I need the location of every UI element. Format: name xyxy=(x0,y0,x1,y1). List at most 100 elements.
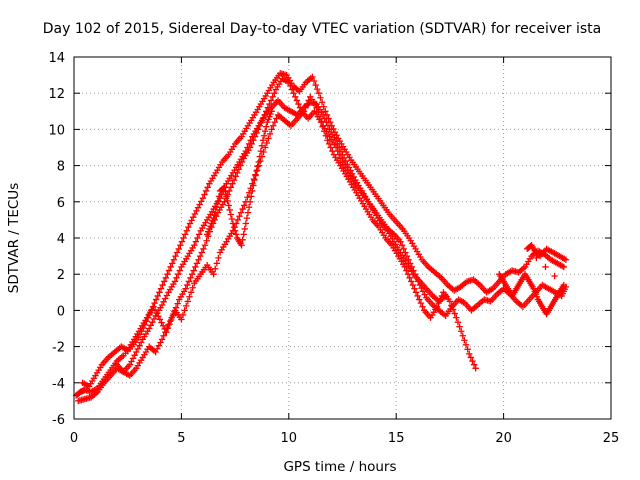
data-point xyxy=(400,245,407,253)
x-axis-label: GPS time / hours xyxy=(283,459,396,475)
data-point xyxy=(309,73,316,81)
data-point xyxy=(223,193,230,200)
data-point xyxy=(161,278,168,285)
data-point xyxy=(174,271,182,278)
data-point xyxy=(266,100,273,108)
series-track-a xyxy=(72,70,567,399)
data-point xyxy=(295,100,302,108)
data-point xyxy=(414,292,421,300)
data-point xyxy=(248,140,255,148)
data-point xyxy=(160,332,167,339)
data-point xyxy=(290,90,297,97)
data-point xyxy=(446,298,454,305)
data-point xyxy=(470,361,478,368)
data-point xyxy=(264,104,272,111)
data-point xyxy=(321,115,328,122)
data-point xyxy=(169,260,176,267)
data-point xyxy=(316,113,324,120)
data-point xyxy=(199,194,207,202)
data-point xyxy=(256,153,264,160)
data-point xyxy=(404,271,412,278)
y-axis-label: SDTVAR / TECUs xyxy=(6,183,22,293)
y-tick-label: 0 xyxy=(57,304,65,319)
data-point xyxy=(332,137,340,144)
data-point xyxy=(187,274,194,282)
data-point xyxy=(190,267,197,274)
data-point xyxy=(244,209,252,216)
data-point xyxy=(263,123,270,130)
y-tick-label: 8 xyxy=(57,160,65,175)
data-point xyxy=(269,93,276,101)
data-point xyxy=(241,225,248,233)
data-point xyxy=(228,215,236,223)
data-point xyxy=(334,140,341,148)
plot-frame xyxy=(73,56,612,420)
data-point xyxy=(167,263,174,271)
data-point xyxy=(213,204,221,211)
data-point xyxy=(261,111,268,119)
y-tick-label: 10 xyxy=(48,123,65,138)
data-point xyxy=(187,289,195,296)
data-point xyxy=(201,242,209,249)
data-point xyxy=(312,81,319,89)
data-point xyxy=(213,260,221,267)
data-point xyxy=(433,303,441,310)
data-point xyxy=(323,118,330,126)
data-point xyxy=(453,314,460,321)
data-point xyxy=(317,94,324,101)
data-point xyxy=(405,256,412,263)
data-point xyxy=(398,242,406,249)
y-tick-label: 12 xyxy=(48,87,65,102)
data-point xyxy=(231,227,239,234)
data-point xyxy=(336,151,343,158)
data-point xyxy=(210,271,217,278)
data-point xyxy=(183,302,190,310)
data-point xyxy=(258,142,266,149)
data-point xyxy=(198,249,206,256)
data-point xyxy=(163,325,171,332)
data-point xyxy=(170,256,178,263)
data-point xyxy=(227,211,235,218)
data-point xyxy=(462,341,470,348)
data-point xyxy=(164,271,171,278)
data-point xyxy=(222,188,229,196)
data-point xyxy=(226,206,233,214)
data-point xyxy=(221,184,228,191)
data-point xyxy=(180,234,187,242)
data-point xyxy=(220,185,227,192)
data-point xyxy=(562,256,570,263)
data-point xyxy=(195,231,203,238)
series-track-d xyxy=(113,93,449,379)
data-point xyxy=(318,118,325,125)
series-track-f xyxy=(496,242,570,318)
data-point xyxy=(186,293,193,301)
data-point xyxy=(184,281,191,289)
y-tick-label: -4 xyxy=(52,377,65,392)
data-point xyxy=(560,281,567,289)
data-point xyxy=(212,265,219,272)
data-point xyxy=(310,77,318,85)
data-point xyxy=(273,115,280,122)
x-tick-label: 20 xyxy=(495,431,512,446)
data-point xyxy=(322,108,329,115)
data-point xyxy=(165,267,173,274)
data-point xyxy=(173,249,181,256)
data-point xyxy=(258,118,265,126)
data-point xyxy=(302,104,309,111)
data-point xyxy=(242,220,250,227)
data-point xyxy=(315,90,323,97)
data-point xyxy=(412,289,420,296)
data-point xyxy=(239,205,246,213)
data-point xyxy=(253,167,260,175)
data-point xyxy=(175,245,182,253)
data-point xyxy=(449,306,457,313)
data-point xyxy=(239,236,246,244)
data-point xyxy=(195,256,202,263)
data-point xyxy=(419,303,426,310)
x-tick-label: 10 xyxy=(281,431,298,446)
data-point xyxy=(397,238,404,245)
data-point xyxy=(244,194,251,201)
data-point xyxy=(154,292,161,300)
data-point xyxy=(459,332,466,339)
